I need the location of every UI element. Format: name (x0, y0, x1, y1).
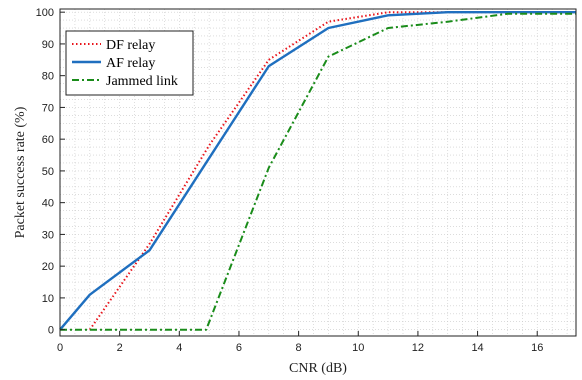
x-tick-label: 16 (531, 342, 543, 354)
x-tick-label: 0 (57, 342, 63, 354)
x-tick-label: 4 (176, 342, 182, 354)
y-tick-label: 20 (42, 261, 54, 273)
series-layer (59, 10, 576, 331)
y-tick-label: 40 (42, 198, 54, 210)
legend-label-jammed: Jammed link (106, 74, 178, 89)
y-tick-label: 0 (48, 325, 54, 337)
x-tick-label: 10 (352, 342, 364, 354)
x-tick-label: 6 (236, 342, 242, 354)
y-tick-label: 90 (42, 39, 54, 51)
y-tick-label: 50 (42, 166, 54, 178)
x-tick-label: 12 (412, 342, 424, 354)
x-tick-label: 14 (471, 342, 483, 354)
x-tick-label: 8 (296, 342, 302, 354)
legend-label-af: AF relay (106, 56, 155, 71)
y-tick-label: 60 (42, 134, 54, 146)
legend: DF relay AF relay Jammed link (65, 30, 194, 96)
series-line-af (59, 10, 576, 331)
y-tick-label: 10 (42, 293, 54, 305)
x-axis-title: CNR (dB) (289, 361, 347, 376)
y-axis-title: Packet success rate (%) (13, 106, 28, 238)
y-tick-label: 30 (42, 229, 54, 241)
y-tick-label: 70 (42, 102, 54, 114)
x-tick-label: 2 (117, 342, 123, 354)
legend-label-df: DF relay (106, 38, 155, 53)
legend-item-af: AF relay (72, 56, 155, 71)
legend-item-jammed: Jammed link (72, 74, 178, 89)
legend-item-df: DF relay (72, 38, 155, 53)
plot-frame (59, 8, 577, 337)
series-line-jammed (60, 12, 576, 331)
y-tick-label: 100 (36, 7, 54, 19)
y-tick-label: 80 (42, 71, 54, 83)
axis-ticks: 0 2 4 6 8 10 12 14 16 0 10 20 30 40 50 60 70 80 90 100 (36, 7, 544, 354)
